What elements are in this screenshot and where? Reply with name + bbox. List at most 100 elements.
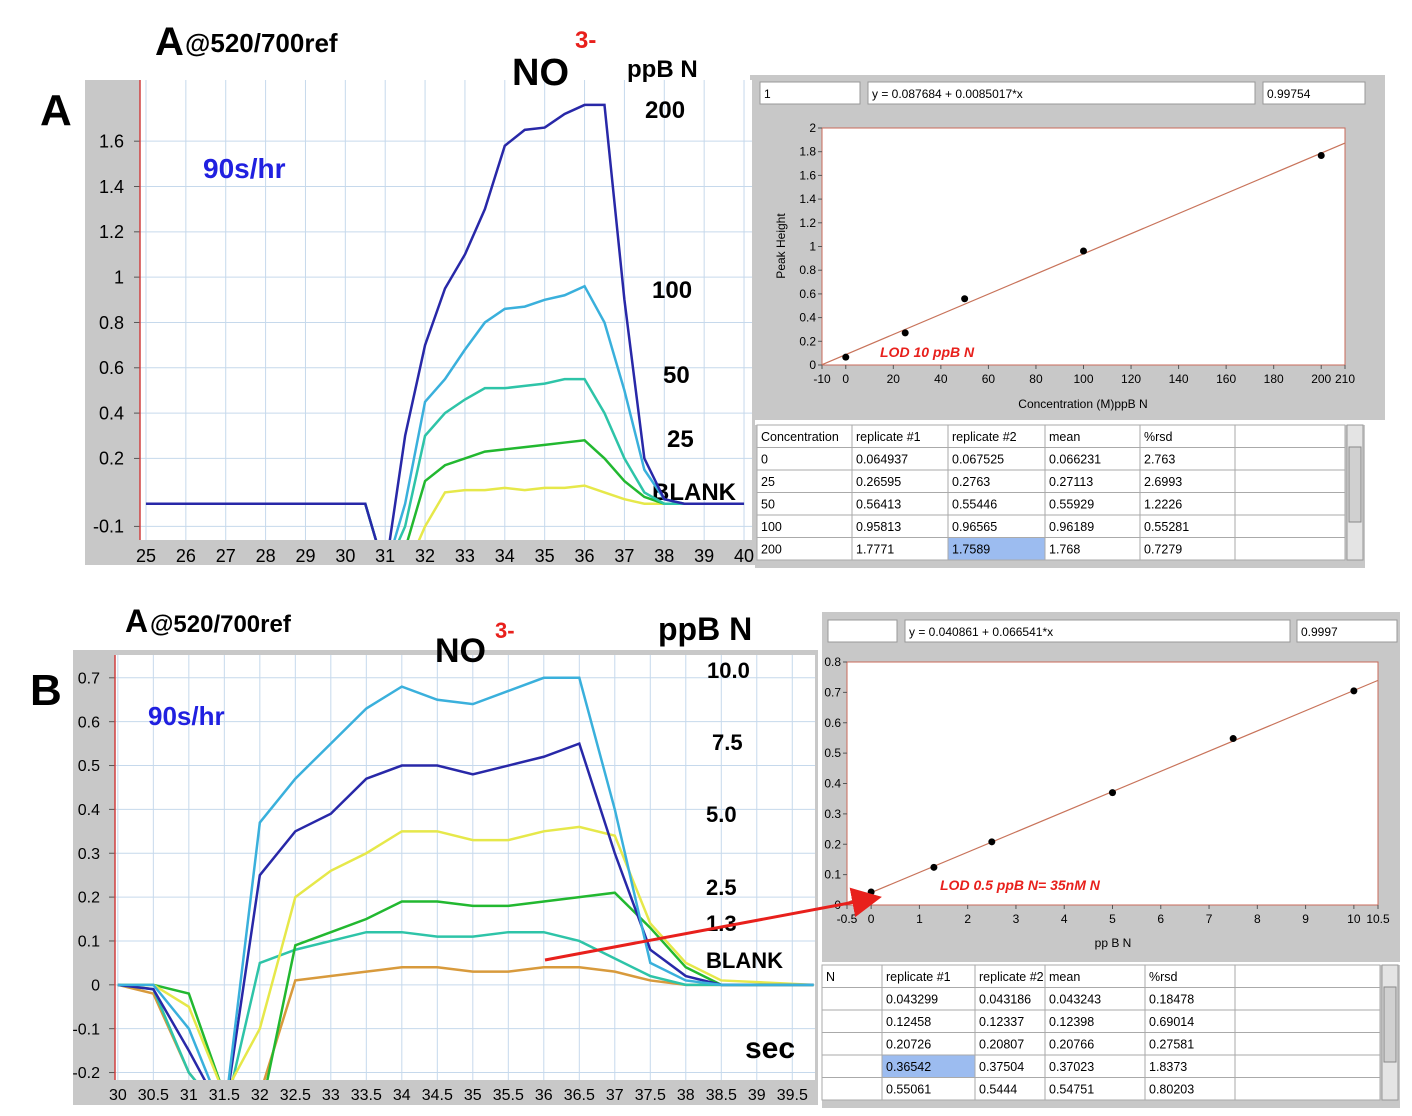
- series-line: [145, 438, 745, 540]
- y-tick-label: 1.2: [99, 222, 124, 242]
- point: [1229, 735, 1237, 743]
- annotation: 90s/hr: [203, 153, 286, 184]
- y-tick-label: 0.2: [99, 449, 124, 469]
- y-tick-label: 0.2: [78, 890, 100, 907]
- field-text: y = 0.087684 + 0.0085017*x: [872, 87, 1023, 101]
- series-line: [145, 377, 745, 540]
- cell: [1234, 1009, 1381, 1033]
- y-tick-label: 0.8: [99, 313, 124, 333]
- cell-text: 0.27581: [1149, 1038, 1194, 1052]
- cell-text: 0.95813: [856, 520, 901, 534]
- cell: [821, 987, 883, 1011]
- field-text: 0.99754: [1267, 87, 1311, 101]
- x-tick-label: 38: [677, 1087, 695, 1104]
- field-text: 0.9997: [1301, 625, 1338, 639]
- x-tick-label: 32: [251, 1087, 269, 1104]
- x-tick-label: 120: [1121, 372, 1141, 386]
- x-tick-label: 6: [1157, 912, 1164, 926]
- y-tick-label: 1.2: [799, 216, 816, 230]
- cell-text: 2.763: [1144, 453, 1175, 467]
- y-tick-label: 0: [809, 358, 816, 372]
- field: [904, 619, 1291, 643]
- column-header: replicate #1: [856, 430, 921, 444]
- x-axis-label: Concentration (M)ppB N: [1018, 397, 1147, 411]
- cell-text: 0.5444: [979, 1083, 1017, 1097]
- x-tick-label: 35.5: [493, 1087, 524, 1104]
- y-tick-label: 1.6: [799, 168, 816, 182]
- series-label: 1.3: [706, 911, 737, 936]
- cell-text: 0.043299: [886, 993, 938, 1007]
- y-tick-label: 1: [809, 240, 816, 254]
- cell-text: 200: [761, 543, 782, 557]
- cell-text: 0.12337: [979, 1015, 1024, 1029]
- x-tick-label: 33: [455, 546, 475, 566]
- annotation: @520/700ref: [150, 611, 292, 638]
- x-tick-label: 39: [694, 546, 714, 566]
- point: [930, 863, 938, 871]
- cell-text: 0.55061: [886, 1083, 931, 1097]
- x-tick-label: 80: [1029, 372, 1043, 386]
- y-tick-label: 0.4: [99, 403, 124, 423]
- x-tick-label: 34: [393, 1087, 411, 1104]
- y-tick-label: 0.5: [78, 758, 100, 775]
- series-line: [145, 103, 745, 540]
- cell-text: 0.27113: [1049, 475, 1093, 489]
- y-tick-label: 0.1: [824, 868, 841, 882]
- cell-text: 0.69014: [1149, 1015, 1194, 1029]
- annotation: NO: [435, 632, 486, 670]
- y-tick-label: 1.6: [99, 131, 124, 151]
- point: [961, 295, 969, 303]
- field-text: 1: [764, 87, 771, 101]
- y-tick-label: 0.6: [99, 358, 124, 378]
- x-tick-label: 32.5: [280, 1087, 311, 1104]
- x-tick-label: -0.5: [837, 912, 858, 926]
- plot-area: [846, 661, 1379, 906]
- y-tick-label: 0.2: [799, 334, 816, 348]
- x-tick-label: 200: [1311, 372, 1331, 386]
- x-tick-label: 35: [464, 1087, 482, 1104]
- cell-text: 1.2226: [1144, 498, 1182, 512]
- cell-text: 2.6993: [1144, 475, 1182, 489]
- column-header: Concentration: [761, 430, 839, 444]
- y-tick-label: 0.3: [78, 846, 100, 863]
- cell: [756, 447, 853, 471]
- x-tick-label: 25: [136, 546, 156, 566]
- y-tick-label: 0.1: [78, 934, 100, 951]
- y-tick-label: -0.1: [93, 517, 124, 537]
- cell-text: 50: [761, 498, 775, 512]
- annotation: A: [125, 603, 148, 639]
- cell-text: 0.18478: [1149, 993, 1194, 1007]
- x-tick-label: 30.5: [138, 1087, 169, 1104]
- series-line: [145, 484, 745, 540]
- x-tick-label: 140: [1169, 372, 1189, 386]
- field: [1296, 619, 1398, 643]
- series-label: 5.0: [706, 802, 737, 827]
- x-axis-label: pp B N: [1095, 936, 1132, 950]
- x-tick-label: -10: [813, 372, 831, 386]
- cell-text: 1.8373: [1149, 1060, 1187, 1074]
- x-tick-label: 31: [375, 546, 395, 566]
- cell-text: 0.55446: [952, 498, 997, 512]
- annotation: 90s/hr: [148, 701, 225, 731]
- series-label: BLANK: [652, 479, 737, 506]
- cell-text: 0.20807: [979, 1038, 1024, 1052]
- x-tick-label: 100: [1073, 372, 1093, 386]
- cell: [821, 1009, 883, 1033]
- column-header: replicate #2: [979, 970, 1044, 984]
- panel-label: A: [40, 86, 72, 135]
- cell-text: 0.043243: [1049, 993, 1101, 1007]
- x-tick-label: 36.5: [564, 1087, 595, 1104]
- y-tick-label: 0.8: [799, 263, 816, 277]
- x-tick-label: 0: [842, 372, 849, 386]
- column-header: replicate #1: [886, 970, 951, 984]
- x-tick-label: 36: [575, 546, 595, 566]
- cell-text: 1.7589: [952, 543, 990, 557]
- scroll-thumb[interactable]: [1383, 986, 1397, 1063]
- annotation: ppB N: [658, 611, 752, 647]
- cell-text: 0.37023: [1049, 1060, 1094, 1074]
- x-tick-label: 3: [1013, 912, 1020, 926]
- x-tick-label: 34.5: [422, 1087, 453, 1104]
- cell: [821, 1077, 883, 1101]
- scroll-thumb[interactable]: [1348, 446, 1362, 523]
